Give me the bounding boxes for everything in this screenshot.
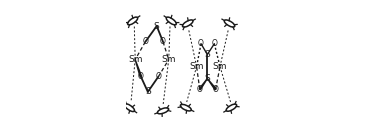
Polygon shape — [135, 60, 142, 77]
Text: O: O — [198, 39, 204, 48]
Text: O: O — [213, 85, 218, 94]
Text: O: O — [138, 72, 144, 81]
Text: O: O — [211, 39, 217, 48]
Text: S: S — [145, 87, 151, 96]
Text: Sm: Sm — [161, 55, 176, 64]
Text: O: O — [155, 72, 161, 81]
Text: S: S — [154, 22, 160, 30]
Text: Sm: Sm — [189, 62, 204, 71]
Text: S: S — [204, 50, 210, 59]
Text: O: O — [143, 37, 148, 46]
Polygon shape — [199, 79, 208, 90]
Text: O: O — [160, 37, 166, 46]
Text: O: O — [197, 85, 203, 94]
Polygon shape — [208, 79, 216, 90]
Text: S: S — [204, 74, 210, 83]
Text: Sm: Sm — [213, 62, 227, 71]
Text: Sm: Sm — [128, 55, 143, 64]
